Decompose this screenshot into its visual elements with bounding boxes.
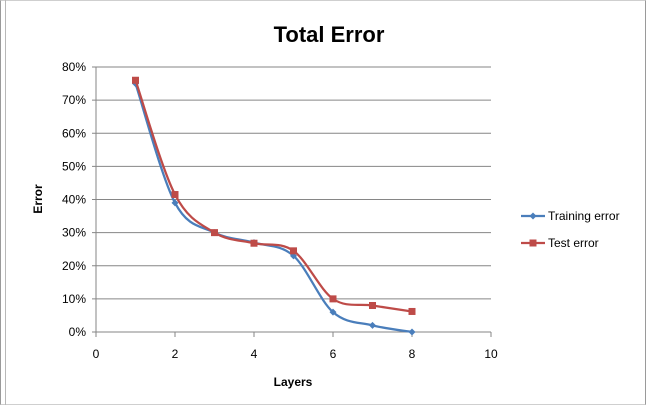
y-tick-label: 50% [62, 159, 86, 173]
x-tick-label: 2 [172, 347, 179, 361]
series [132, 76, 416, 336]
data-point [171, 191, 179, 199]
y-tick-label: 40% [62, 193, 86, 207]
x-axis-title: Layers [274, 375, 313, 389]
series-training-error [132, 80, 416, 336]
data-point [132, 76, 139, 84]
legend: Training error Test error [521, 209, 620, 250]
y-tick-label: 60% [62, 126, 86, 140]
legend-item: Training error [521, 209, 620, 223]
x-tick-label: 8 [409, 347, 416, 361]
data-point [250, 239, 258, 247]
data-point [369, 321, 376, 329]
x-tick-label: 4 [251, 347, 258, 361]
x-tick-label: 10 [484, 347, 498, 361]
gridlines [96, 66, 491, 300]
chart-title: Total Error [274, 22, 385, 47]
frame-divider [5, 0, 6, 405]
data-point [408, 328, 416, 336]
data-point [290, 247, 297, 255]
y-tick-label: 70% [62, 93, 86, 107]
x-tick-label: 0 [93, 347, 100, 361]
data-point [369, 302, 376, 309]
data-point [171, 199, 179, 207]
legend-item: Test error [521, 236, 599, 250]
legend-marker [529, 239, 537, 247]
y-tick-label: 10% [62, 292, 86, 306]
legend-label: Test error [548, 236, 599, 250]
x-tick-label: 6 [330, 347, 337, 361]
y-tick-label: 20% [62, 259, 86, 273]
series-line [134, 83, 413, 334]
data-point [211, 229, 218, 237]
legend-label: Training error [548, 209, 620, 223]
x-tick-labels: 0 2 4 6 8 10 [93, 347, 498, 361]
y-tick-label: 30% [62, 226, 86, 240]
legend-marker [529, 212, 537, 220]
series-test-error [132, 76, 416, 315]
series-line [134, 79, 413, 313]
data-point [408, 307, 416, 315]
data-point [329, 295, 337, 303]
y-tick-labels: 0% 10% 20% 30% 40% 50% 60% 70% 80% [62, 60, 86, 339]
y-tick-label: 80% [62, 60, 86, 74]
data-point [329, 308, 337, 316]
axes [92, 66, 492, 337]
y-axis-title: Error [31, 184, 45, 214]
y-tick-label: 0% [69, 325, 87, 339]
